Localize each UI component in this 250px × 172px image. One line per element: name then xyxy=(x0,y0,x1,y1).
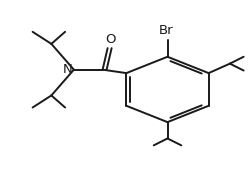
Text: O: O xyxy=(105,33,116,46)
Text: Br: Br xyxy=(159,24,174,37)
Text: N: N xyxy=(63,63,73,76)
